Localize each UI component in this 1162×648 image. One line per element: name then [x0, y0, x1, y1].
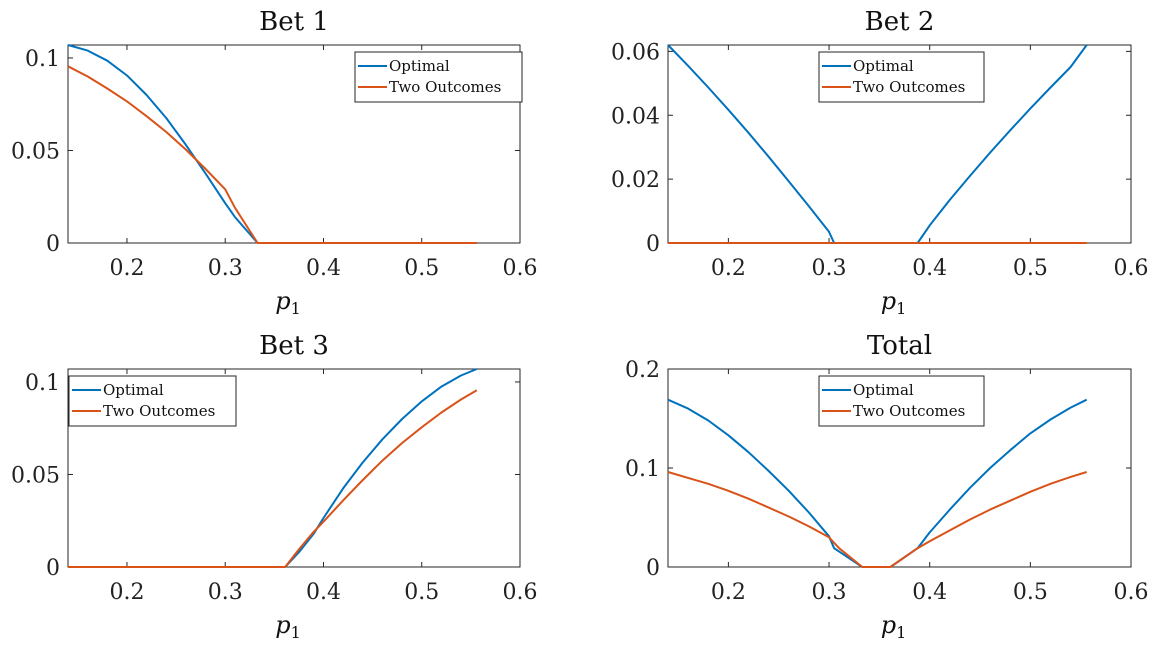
x-axis-label: p1: [275, 611, 301, 642]
x-tick-label: 0.5: [1013, 256, 1048, 281]
legend-box: [818, 51, 985, 103]
y-tick-label: 0: [646, 556, 660, 581]
x-tick-label: 0.6: [503, 580, 538, 605]
y-tick-label: 0.2: [625, 358, 660, 383]
x-axis-label: p1: [881, 287, 907, 318]
legend-label: Optimal: [853, 57, 914, 75]
legend-box: [68, 375, 237, 427]
legend-label: Two Outcomes: [853, 402, 965, 420]
chart-panel-4: Total 0.2 0.3 0.4 0.5 0.6 0 0.1 0.2 p1 Optimal Two …: [625, 331, 1149, 642]
x-axis-label-subscript: 1: [291, 623, 301, 642]
x-axis-label-main: p: [881, 611, 896, 639]
legend-box: [818, 375, 985, 427]
y-tick-label: 0.06: [611, 40, 660, 65]
y-tick-label: 0: [646, 232, 660, 257]
legend: Optimal Two Outcomes: [354, 51, 523, 103]
legend-label: Optimal: [853, 381, 914, 399]
x-axis-label: p1: [275, 287, 301, 318]
x-tick-label: 0.5: [1013, 580, 1048, 605]
legend-label: Optimal: [389, 57, 450, 75]
axes-frame: [67, 368, 521, 568]
x-tick-label: 0.2: [711, 256, 746, 281]
x-tick-label: 0.6: [1114, 580, 1149, 605]
x-tick-label: 0.3: [812, 256, 847, 281]
y-tick-label: 0.02: [611, 168, 660, 193]
series-line-two-outcomes: [67, 65, 477, 244]
chart-title: Total: [867, 331, 932, 361]
x-axis-label: p1: [881, 611, 907, 642]
x-tick-label: 0.3: [208, 580, 243, 605]
x-tick-label: 0.4: [912, 580, 947, 605]
x-tick-label: 0.6: [503, 256, 538, 281]
x-tick-label: 0.4: [306, 580, 341, 605]
x-tick-label: 0.4: [912, 256, 947, 281]
y-tick-label: 0: [46, 556, 60, 581]
x-axis-label-subscript: 1: [291, 299, 301, 318]
x-tick-label: 0.4: [306, 256, 341, 281]
chart-panel-2: Bet 2 0.2 0.3 0.4 0.5 0.6 0 0.02 0.04 0.06 p1 Optim…: [611, 7, 1148, 318]
chart-title: Bet 2: [865, 7, 935, 37]
x-tick-label: 0.3: [812, 580, 847, 605]
x-tick-label: 0.2: [109, 580, 144, 605]
x-tick-label: 0.2: [109, 256, 144, 281]
legend-label: Two Outcomes: [389, 78, 501, 96]
x-axis-label-subscript: 1: [896, 299, 906, 318]
y-tick-label: 0.05: [11, 139, 60, 164]
legend: Optimal Two Outcomes: [818, 375, 985, 427]
series-line-two-outcomes: [68, 389, 478, 568]
y-tick-label: 0.05: [11, 463, 60, 488]
series-line-two-outcomes: [667, 471, 1087, 568]
legend-label: Two Outcomes: [853, 78, 965, 96]
x-axis-label-main: p: [881, 287, 896, 315]
x-axis-label-subscript: 1: [896, 623, 906, 642]
legend: Optimal Two Outcomes: [68, 375, 237, 427]
chart-panel-1: Bet 1 0.2 0.3 0.4 0.5 0.6 0 0.05 0.1 p1 Optimal Two…: [11, 7, 537, 318]
legend-box: [354, 51, 523, 103]
x-axis-label-main: p: [275, 287, 290, 315]
x-tick-label: 0.6: [1114, 256, 1149, 281]
legend-label: Optimal: [103, 381, 164, 399]
x-axis-label-main: p: [275, 611, 290, 639]
chart-title: Bet 1: [259, 7, 329, 37]
y-tick-label: 0.1: [25, 47, 60, 72]
legend: Optimal Two Outcomes: [818, 51, 985, 103]
x-tick-label: 0.3: [208, 256, 243, 281]
x-tick-label: 0.2: [711, 580, 746, 605]
chart-title: Bet 3: [259, 331, 329, 361]
y-tick-label: 0.1: [625, 457, 660, 482]
y-tick-label: 0.1: [25, 371, 60, 396]
y-tick-label: 0: [46, 232, 60, 257]
y-tick-label: 0.04: [611, 104, 660, 129]
x-tick-label: 0.5: [404, 256, 439, 281]
x-tick-label: 0.5: [404, 580, 439, 605]
legend-label: Two Outcomes: [103, 402, 215, 420]
chart-panel-3: Bet 3 0.2 0.3 0.4 0.5 0.6 0 0.05 0.1 p1 Optimal Two…: [11, 331, 537, 642]
